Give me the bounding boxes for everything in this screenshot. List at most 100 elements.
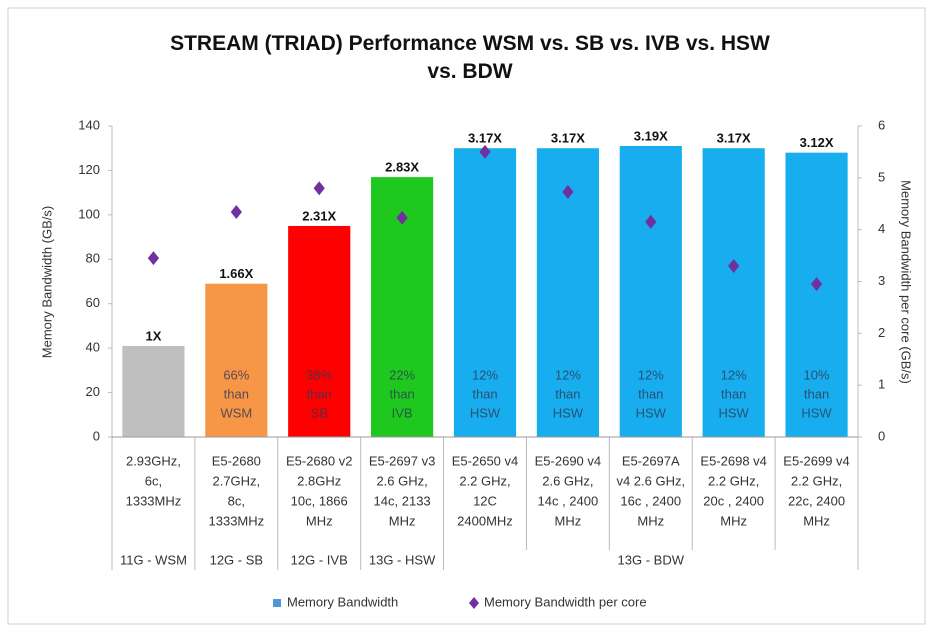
bar-note: HSW bbox=[636, 405, 667, 420]
x-tick-label: E5-2699 v4 bbox=[783, 453, 850, 468]
bar-label: 1X bbox=[145, 328, 161, 343]
bar-note: HSW bbox=[553, 405, 584, 420]
y2-tick-label: 4 bbox=[878, 221, 885, 236]
x-tick-label: MHz bbox=[803, 513, 830, 528]
x-tick-label: E5-2650 v4 bbox=[452, 453, 519, 468]
diamond-marker bbox=[645, 214, 657, 229]
group-label: 12G - SB bbox=[210, 552, 263, 567]
x-tick-label: E5-2697 v3 bbox=[369, 453, 436, 468]
bar-label: 1.66X bbox=[219, 266, 253, 281]
diamond-marker bbox=[396, 210, 408, 225]
bar-note: 12% bbox=[472, 367, 498, 382]
diamond-marker bbox=[147, 251, 160, 266]
x-tick-label: MHz bbox=[637, 513, 664, 528]
x-tick-label: 2.6 GHz, bbox=[542, 473, 593, 488]
bar-note: 22% bbox=[389, 367, 415, 382]
y-tick-label: 60 bbox=[86, 295, 100, 310]
x-tick-label: 22c, 2400 bbox=[788, 493, 845, 508]
bar bbox=[619, 145, 682, 437]
bar-note: than bbox=[224, 386, 249, 401]
x-tick-label: 16c , 2400 bbox=[620, 493, 681, 508]
bar-note: than bbox=[638, 386, 663, 401]
bar bbox=[122, 345, 185, 437]
y2-tick-label: 0 bbox=[878, 428, 885, 443]
x-tick-label: 2.7GHz, bbox=[212, 473, 260, 488]
bar bbox=[702, 148, 765, 437]
x-tick-label: 14c, 2133 bbox=[374, 493, 431, 508]
bar bbox=[288, 225, 351, 437]
x-tick-label: MHz bbox=[555, 513, 582, 528]
x-tick-label: 1333MHz bbox=[209, 513, 265, 528]
x-tick-label: 1333MHz bbox=[126, 493, 182, 508]
bar bbox=[205, 283, 268, 437]
x-tick-label: 6c, bbox=[145, 473, 162, 488]
y2-tick-label: 6 bbox=[878, 117, 885, 132]
legend-label: Memory Bandwidth bbox=[287, 594, 398, 609]
chart-title: STREAM (TRIAD) Performance WSM vs. SB vs… bbox=[170, 32, 770, 83]
bar-note: than bbox=[389, 386, 414, 401]
legend-swatch bbox=[273, 599, 281, 607]
y2-tick-label: 1 bbox=[878, 377, 885, 392]
bar-note: IVB bbox=[392, 405, 413, 420]
diamond-marker bbox=[313, 181, 325, 196]
bar bbox=[785, 152, 848, 437]
bar-note: 66% bbox=[223, 367, 249, 382]
bar-label: 3.17X bbox=[717, 131, 751, 146]
y2-tick-label: 2 bbox=[878, 325, 885, 340]
bar-label: 3.17X bbox=[551, 131, 585, 146]
x-tick-label: 2.2 GHz, bbox=[459, 473, 510, 488]
y2-tick-label: 5 bbox=[878, 169, 885, 184]
y-axis-label: Memory Bandwidth (GB/s) bbox=[39, 206, 54, 358]
x-tick-label: E5-2697A bbox=[622, 453, 680, 468]
y-tick-label: 140 bbox=[78, 117, 100, 132]
legend-swatch bbox=[469, 597, 479, 609]
bar-label: 2.31X bbox=[302, 208, 336, 223]
diamond-marker bbox=[230, 205, 242, 220]
x-tick-label: MHz bbox=[389, 513, 416, 528]
x-tick-label: 2.93GHz, bbox=[126, 453, 181, 468]
bar-note: HSW bbox=[718, 405, 749, 420]
x-tick-label: 20c , 2400 bbox=[703, 493, 764, 508]
x-tick-label: 2.6 GHz, bbox=[376, 473, 427, 488]
bar-label: 2.83X bbox=[385, 160, 419, 175]
bar-label: 3.12X bbox=[800, 135, 834, 150]
bar-note: SB bbox=[311, 405, 328, 420]
bar-note: HSW bbox=[470, 405, 501, 420]
group-label: 13G - BDW bbox=[618, 552, 685, 567]
bar bbox=[453, 148, 517, 437]
bar-note: than bbox=[804, 386, 829, 401]
bar-note: than bbox=[472, 386, 497, 401]
x-tick-label: 2400MHz bbox=[457, 513, 513, 528]
group-label: 11G - WSM bbox=[120, 552, 187, 567]
bar-note: than bbox=[307, 386, 332, 401]
x-tick-label: MHz bbox=[720, 513, 747, 528]
bar-label: 3.19X bbox=[634, 128, 668, 143]
bar-note: 10% bbox=[804, 367, 830, 382]
x-tick-label: 2.2 GHz, bbox=[708, 473, 759, 488]
y2-tick-label: 3 bbox=[878, 273, 885, 288]
bar-note: HSW bbox=[801, 405, 832, 420]
y-tick-label: 120 bbox=[78, 162, 100, 177]
bar-label: 3.17X bbox=[468, 131, 502, 146]
bar-note: WSM bbox=[220, 405, 252, 420]
y-tick-label: 80 bbox=[86, 251, 100, 266]
x-tick-label: 2.8GHz bbox=[297, 473, 341, 488]
x-tick-label: 14c , 2400 bbox=[538, 493, 599, 508]
y-tick-label: 100 bbox=[78, 206, 100, 221]
diamond-marker bbox=[479, 144, 491, 159]
group-label: 13G - HSW bbox=[369, 552, 436, 567]
x-tick-label: E5-2698 v4 bbox=[700, 453, 767, 468]
bar-note: 38% bbox=[306, 367, 332, 382]
y-tick-label: 20 bbox=[86, 384, 100, 399]
x-tick-label: 10c, 1866 bbox=[291, 493, 348, 508]
bar-note: 12% bbox=[555, 367, 581, 382]
x-tick-label: 8c, bbox=[228, 493, 245, 508]
x-tick-label: E5-2680 v2 bbox=[286, 453, 353, 468]
y-tick-label: 40 bbox=[86, 340, 100, 355]
y2-axis-label: Memory Bandwidth per core (GB/s) bbox=[899, 180, 914, 384]
diamond-marker bbox=[728, 258, 740, 273]
diamond-marker bbox=[562, 184, 574, 199]
y-tick-label: 0 bbox=[93, 428, 100, 443]
x-tick-label: 2.2 GHz, bbox=[791, 473, 842, 488]
